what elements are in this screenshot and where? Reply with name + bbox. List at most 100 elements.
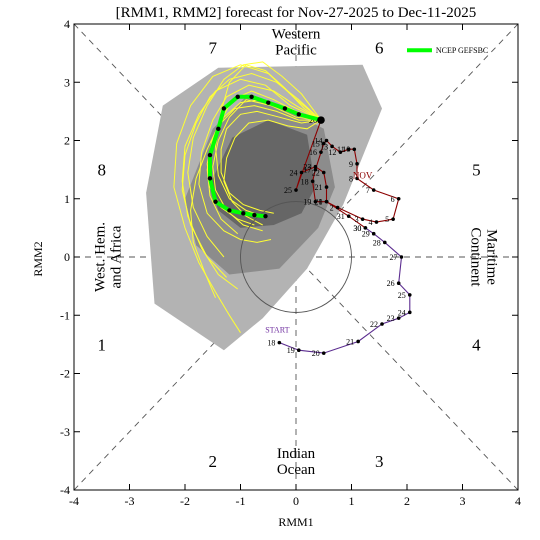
observed-day-marker [355, 176, 359, 181]
observed-day-marker [324, 138, 329, 143]
forecast-mean-marker [263, 214, 268, 219]
forecast-mean-marker [216, 126, 221, 132]
observed-day-label: 15 [312, 139, 320, 148]
observed-day-marker [321, 141, 326, 146]
observed-day-marker [356, 339, 360, 344]
observed-day-label: 2 [330, 203, 334, 212]
x-axis-label: RMM1 [278, 515, 313, 529]
forecast-mean-marker [227, 208, 232, 213]
observed-day-marker [296, 348, 301, 353]
observed-day-label: 8 [349, 174, 353, 183]
observed-day-label: 25 [398, 291, 406, 300]
observed-day-label: 4 [368, 218, 372, 227]
x-tick-label: 3 [460, 494, 466, 508]
observed-day-label: 30 [353, 224, 361, 233]
observed-day-label: 23 [387, 314, 395, 323]
observed-day-marker [335, 205, 340, 210]
y-tick-label: -1 [60, 308, 70, 322]
forecast-mean-marker [207, 152, 213, 158]
observed-day-label: 29 [362, 230, 370, 239]
y-axis-label: RMM2 [31, 241, 45, 276]
phase-label-6: 6 [375, 38, 384, 57]
observed-day-marker [313, 167, 318, 172]
observed-day-marker [338, 150, 343, 154]
region-label-right: Maritime [483, 229, 499, 285]
y-tick-label: -3 [60, 425, 70, 439]
forecast-mean-marker [296, 112, 301, 117]
observed-day-label: 23 [303, 163, 311, 172]
phase-label-3: 3 [375, 452, 384, 471]
forecast-mean-marker [207, 176, 213, 181]
observed-day-marker [321, 170, 326, 175]
observed-day-label: 16 [309, 148, 317, 157]
nov-label: NOV [353, 170, 373, 180]
observed-day-label: 6 [391, 195, 395, 204]
observed-day-marker [346, 214, 351, 219]
observed-day-label: 19 [303, 198, 311, 207]
region-label-top: Pacific [275, 43, 317, 59]
y-tick-label: -4 [60, 483, 70, 497]
observed-day-marker [313, 199, 318, 204]
x-tick-label: -4 [69, 494, 79, 508]
observed-day-label: 24 [398, 308, 406, 317]
observed-day-marker [324, 199, 329, 204]
observed-day-marker [407, 293, 412, 297]
observed-day-marker [399, 255, 404, 259]
observed-day-marker [346, 147, 351, 152]
chart-title: [RMM1, RMM2] forecast for Nov-27-2025 to… [116, 5, 477, 21]
start-label: START [265, 326, 289, 335]
phase-label-8: 8 [98, 161, 107, 180]
observed-day-label: 19 [287, 346, 295, 355]
observed-day-label: 10 [342, 145, 350, 154]
observed-day-label: 9 [349, 160, 353, 169]
observed-day-marker [374, 220, 379, 224]
observed-day-marker [277, 340, 282, 345]
y-tick-label: -2 [60, 367, 70, 381]
forecast-start-marker [317, 116, 325, 124]
observed-day-marker [407, 310, 412, 315]
forecast-mean-marker [266, 100, 271, 105]
observed-day-label: 3 [355, 215, 359, 224]
observed-day-label: 7 [366, 186, 370, 195]
ensemble-member-line [223, 119, 322, 226]
observed-day-label: 26 [387, 279, 395, 288]
phase-label-5: 5 [472, 161, 481, 180]
phase-label-7: 7 [209, 38, 218, 57]
observed-day-label: 11 [337, 145, 345, 154]
phase-label-1: 1 [98, 335, 107, 354]
region-label-top: Western [272, 27, 321, 43]
observed-day-label: 12 [328, 148, 336, 157]
y-tick-label: 1 [64, 192, 70, 206]
observed-day-label: 5 [385, 215, 389, 224]
observed-day-label: 20 [312, 349, 320, 358]
observed-day-label: 1 [319, 198, 323, 207]
forecast-mean-marker [249, 94, 254, 100]
ensemble-member-line [198, 84, 322, 243]
region-label-bottom: Ocean [277, 462, 316, 478]
forecast-mean-marker [241, 211, 246, 216]
observed-day-label: 18 [301, 177, 309, 186]
observed-day-marker [321, 351, 326, 355]
observed-day-label: 21 [346, 337, 354, 346]
observed-day-marker [391, 217, 395, 221]
observed-day-label: 27 [389, 253, 397, 262]
observed-day-marker [371, 188, 376, 192]
observed-day-marker [319, 150, 323, 154]
forecast-mean-marker [221, 106, 227, 111]
observed-day-marker [380, 322, 384, 326]
observed-day-label: 14 [315, 137, 323, 146]
forecast-mean-marker [252, 212, 257, 218]
observed-day-label: 31 [337, 212, 345, 221]
x-tick-label: 4 [515, 494, 521, 508]
observed-day-marker [324, 185, 329, 189]
x-tick-label: 1 [349, 494, 355, 508]
region-label-left: and Africa [109, 225, 125, 288]
y-tick-label: 3 [64, 75, 70, 89]
region-label-bottom: Indian [277, 446, 316, 462]
forecast-mean-marker [235, 94, 240, 100]
observed-day-label: 30 [353, 224, 361, 233]
